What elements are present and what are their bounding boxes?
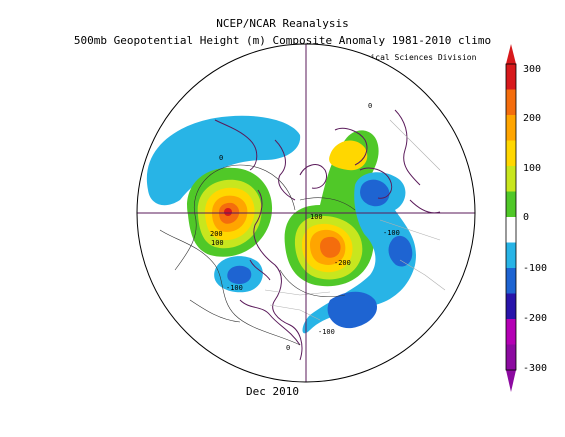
map-border-circle <box>136 43 476 383</box>
contour-label: 200 <box>210 230 223 238</box>
colorbar-swatches <box>506 64 516 371</box>
anomaly-east-negative <box>388 235 413 267</box>
colorbar-tick-label: -300 <box>523 363 548 374</box>
colorbar-swatch <box>506 344 516 371</box>
colorbar-tick-label: 0 <box>523 212 530 223</box>
colorbar-tick-label: -200 <box>523 313 548 324</box>
contour-label: -100 <box>383 229 400 237</box>
colorbar-swatch <box>506 268 516 294</box>
anomaly-greenland-250 <box>320 236 341 258</box>
anomaly-europe-negative <box>302 172 416 334</box>
colorbar-swatch <box>506 89 516 116</box>
colorbar-frame <box>505 63 517 371</box>
colorbar-swatch <box>506 319 516 345</box>
contour-label: -200 <box>334 259 351 267</box>
anomaly-barents-positive <box>329 140 368 171</box>
colorbar-swatch <box>506 115 516 141</box>
period-label: Dec 2010 <box>246 385 299 398</box>
contour-lines <box>159 164 356 346</box>
colorbar-swatch <box>506 293 516 320</box>
contour-label: 0 <box>219 154 223 162</box>
colorbar-top-arrow <box>506 44 516 64</box>
title-line-1: NCEP/NCAR Reanalysis <box>216 17 349 30</box>
colorbar-swatch <box>506 191 516 218</box>
contour-label: 0 <box>286 344 290 352</box>
anomaly-canada-negative-inner <box>227 265 252 284</box>
contour-label: 0 <box>368 102 372 110</box>
anomaly-scandinavia-negative <box>360 179 390 207</box>
colorbar-tick-label: -100 <box>523 263 548 274</box>
title-line-2: 500mb Geopotential Height (m) Composite … <box>73 34 492 47</box>
colorbar-swatch <box>506 166 516 192</box>
colorbar-bottom-arrow <box>506 370 516 392</box>
colorbar-swatch <box>506 242 516 269</box>
colorbar-swatch <box>506 64 516 90</box>
colorbar-tick-label: 200 <box>523 113 542 124</box>
colorbar-tick-label: 100 <box>523 163 542 174</box>
contour-label-group: 200 100 -100 -100 100 -100 -200 0 0 0 <box>210 102 400 352</box>
colorbar-swatch <box>506 217 516 243</box>
colorbar-tick-label: 300 <box>523 64 542 75</box>
contour-label: 100 <box>310 213 323 221</box>
anomaly-alaska-max <box>224 208 232 216</box>
map-borders <box>264 119 446 321</box>
contour-label: -100 <box>318 328 335 336</box>
contour-label: 100 <box>211 239 224 247</box>
anomaly-pacific-negative <box>146 115 301 206</box>
contour-label: -100 <box>226 284 243 292</box>
colorbar-swatch <box>506 140 516 167</box>
credit-label: NOAA/ESRL Physical Sciences Division <box>303 53 477 62</box>
anomaly-europe-negative-inner <box>327 291 378 329</box>
